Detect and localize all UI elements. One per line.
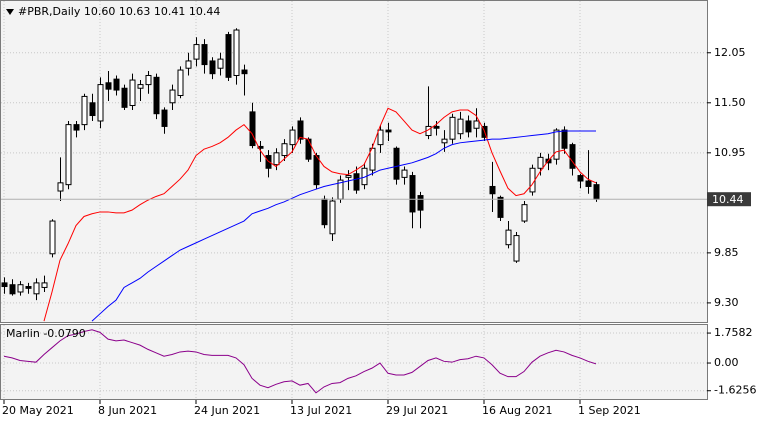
candle-body: [345, 175, 352, 178]
candle-body: [201, 44, 208, 66]
y-tick-label: 12.05: [714, 46, 746, 59]
candle-body: [49, 220, 56, 255]
y-tick-label: 11.50: [714, 96, 746, 109]
candle-body: [121, 87, 128, 108]
candle-body: [569, 144, 576, 169]
x-tick-label: 13 Jul 2021: [290, 404, 352, 417]
candle-body: [513, 235, 520, 262]
candle-body: [65, 124, 72, 186]
x-tick-label: 1 Sep 2021: [578, 404, 641, 417]
candle-body: [553, 129, 560, 160]
chart-title: #PBR,Daily 10.60 10.63 10.41 10.44: [18, 5, 220, 18]
moving-average: [91, 130, 596, 322]
candle-body: [153, 76, 160, 115]
candle-body: [473, 120, 480, 129]
candle-body: [57, 182, 64, 192]
candle-body: [281, 143, 288, 157]
candle-body: [1, 282, 8, 288]
candle-body: [521, 204, 528, 222]
candle-body: [441, 138, 448, 144]
candle-body: [577, 175, 584, 182]
candle-body: [585, 180, 592, 187]
candle-body: [417, 195, 424, 211]
x-tick-label: 8 Jun 2021: [98, 404, 157, 417]
y-tick-label: 10.95: [714, 146, 746, 159]
candle-body: [193, 44, 200, 60]
candle-body: [457, 118, 464, 135]
candle-body: [321, 198, 328, 226]
candle-body: [593, 184, 600, 200]
candle-body: [289, 129, 296, 146]
candle-body: [145, 74, 152, 86]
moving-average: [43, 107, 597, 322]
candle-body: [409, 175, 416, 213]
candle-body: [497, 196, 504, 218]
candle-body: [9, 284, 16, 295]
candle-body: [161, 109, 168, 127]
candle-body: [257, 145, 264, 149]
candle-body: [185, 60, 192, 69]
candle-body: [401, 169, 408, 178]
candle-body: [73, 124, 80, 131]
candle-body: [177, 69, 184, 97]
candle-body: [449, 116, 456, 140]
candle-body: [217, 58, 224, 69]
candle-body: [249, 111, 256, 147]
candle-body: [241, 69, 248, 75]
candle-body: [505, 229, 512, 246]
candle-body: [385, 129, 392, 133]
last-price-box: [707, 192, 751, 207]
y-tick-label: -1.6256: [714, 384, 756, 397]
price-panel: [0, 0, 708, 323]
y-tick-label: 9.85: [714, 246, 739, 259]
x-tick-label: 29 Jul 2021: [386, 404, 448, 417]
candle-body: [169, 89, 176, 104]
last-price-label: 10.44: [712, 193, 744, 206]
candle-body: [433, 125, 440, 129]
candle-body: [529, 167, 536, 193]
candle-body: [377, 129, 384, 146]
candle-body: [393, 147, 400, 180]
candle-body: [137, 84, 144, 89]
candle-body: [313, 155, 320, 186]
indicator-line: [3, 329, 597, 394]
candle-body: [561, 129, 568, 149]
candle-body: [353, 173, 360, 191]
candle-body: [41, 282, 48, 288]
x-tick-label: 24 Jun 2021: [194, 404, 260, 417]
candle-body: [273, 152, 280, 166]
y-tick-label: 9.30: [714, 296, 739, 309]
indicator-panel: [0, 324, 708, 400]
candle-body: [81, 95, 88, 126]
candle-body: [233, 29, 240, 76]
candle-body: [113, 78, 120, 91]
candle-body: [33, 282, 40, 295]
candle-body: [97, 84, 104, 122]
candle-body: [25, 286, 32, 289]
candle-body: [489, 185, 496, 195]
x-tick-label: 16 Aug 2021: [482, 404, 552, 417]
candle-body: [209, 60, 216, 75]
x-tick-label: 20 May 2021: [2, 404, 74, 417]
y-tick-label: 0.00: [714, 356, 739, 369]
candle-body: [225, 34, 232, 78]
candle-body: [129, 79, 136, 107]
candle-body: [465, 120, 472, 133]
candle-body: [305, 138, 312, 160]
candle-body: [537, 156, 544, 169]
candle-body: [17, 284, 24, 293]
candle-body: [89, 102, 96, 117]
candle-body: [329, 200, 336, 235]
candle-body: [297, 120, 304, 140]
y-tick-label: 1.7582: [714, 326, 753, 339]
indicator-title: Marlin -0.0790: [6, 327, 86, 340]
title-arrow: [6, 9, 14, 15]
candle-body: [105, 82, 112, 90]
